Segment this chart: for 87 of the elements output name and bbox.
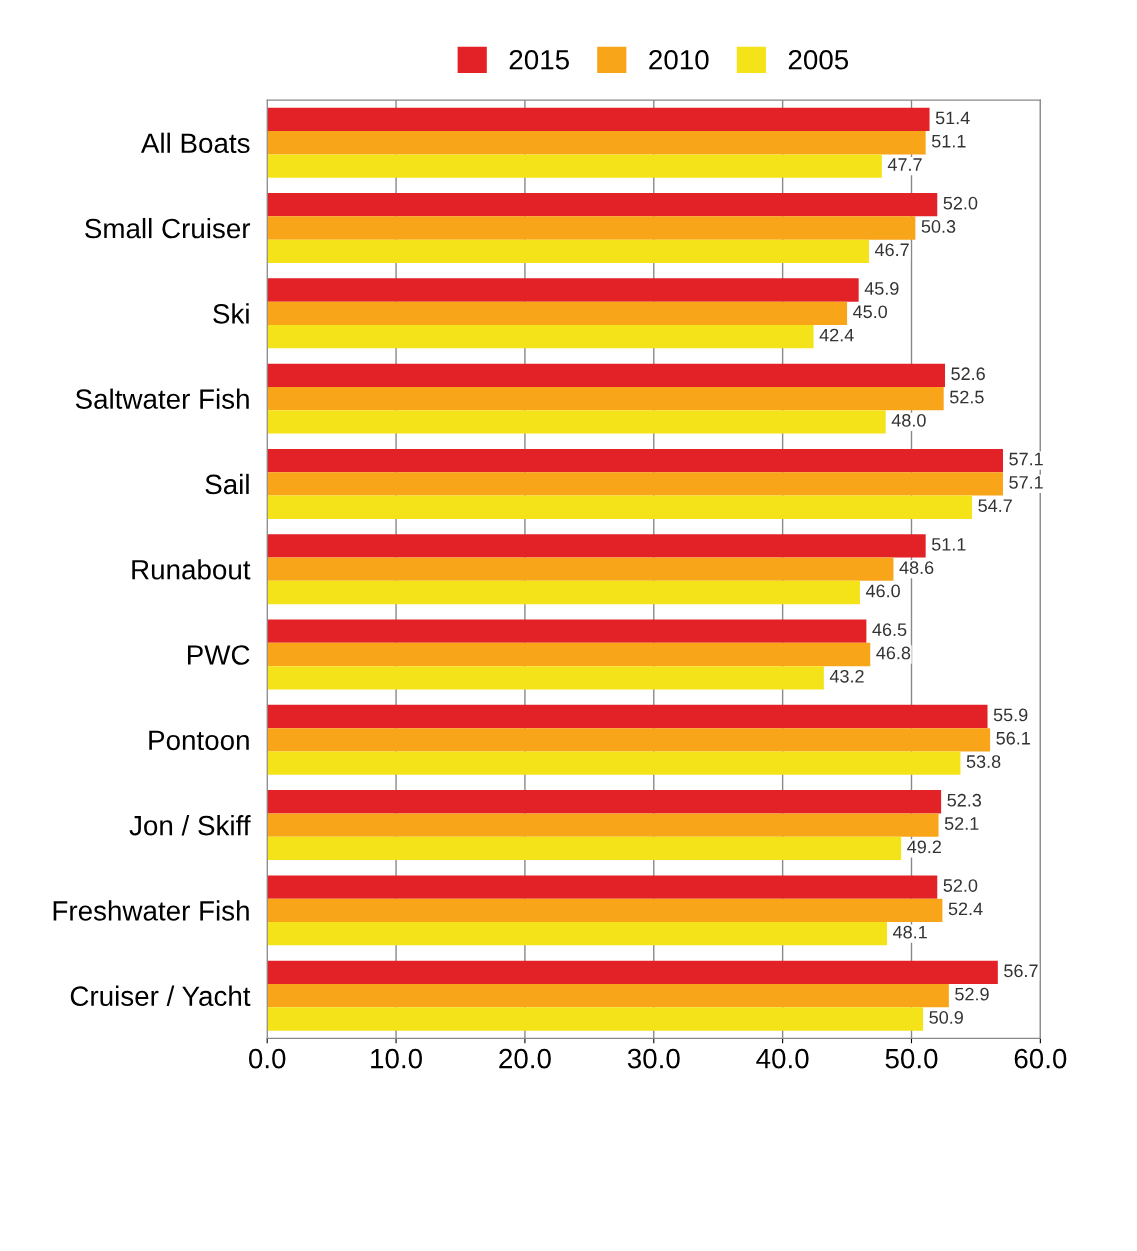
- data-label: 43.2: [829, 669, 864, 683]
- x-tick-label: 40.0: [756, 1048, 809, 1069]
- bar: [267, 386, 944, 411]
- y-tick-label: Jon / Skiff: [129, 815, 251, 836]
- bar: [267, 813, 939, 837]
- bar: [267, 922, 888, 946]
- bar: [267, 154, 882, 178]
- data-label: 45.9: [864, 282, 899, 295]
- data-label: 56.7: [1004, 964, 1038, 978]
- y-tick-label: Cruiser / Yacht: [70, 985, 251, 1007]
- bar: [267, 410, 886, 434]
- data-label: 46.5: [872, 623, 907, 637]
- bar: [267, 301, 848, 325]
- bar: [267, 580, 860, 605]
- y-tick-label: Runabout: [132, 559, 251, 580]
- y-tick-label: Pontoon: [149, 730, 249, 751]
- bar: [267, 239, 869, 263]
- legend-label: 2010: [649, 49, 709, 70]
- data-label: 48.6: [899, 561, 934, 575]
- bar: [267, 324, 814, 349]
- x-tick-label: 20.0: [499, 1048, 551, 1069]
- x-tick-label: 50.0: [885, 1048, 938, 1069]
- bar: [267, 898, 943, 923]
- bar: [267, 642, 871, 667]
- bar: [267, 728, 991, 752]
- data-label: 46.7: [874, 243, 909, 257]
- data-label: 46.0: [865, 584, 900, 598]
- data-label: 52.0: [943, 196, 978, 210]
- data-label: 52.4: [948, 902, 983, 916]
- bar: [267, 751, 961, 775]
- data-label: 52.1: [944, 817, 979, 830]
- x-tick-label: 0.0: [248, 1048, 286, 1069]
- bar: [267, 875, 938, 899]
- data-label: 57.1: [1009, 476, 1043, 489]
- x-tick-label: 30.0: [627, 1048, 680, 1069]
- bar: [267, 534, 926, 558]
- x-tick-label: 60.0: [1014, 1048, 1067, 1069]
- bar: [267, 619, 867, 643]
- data-label: 52.5: [949, 390, 984, 404]
- y-tick-label: All Boats: [140, 132, 250, 154]
- bar: [267, 557, 894, 581]
- data-label: 53.8: [966, 755, 1001, 768]
- y-tick-label: Freshwater Fish: [53, 900, 249, 921]
- data-label: 54.7: [978, 499, 1012, 513]
- bar: [267, 363, 945, 387]
- data-label: 52.9: [955, 987, 989, 1001]
- bar: [267, 1007, 924, 1031]
- bar: [267, 107, 930, 132]
- data-label: 49.2: [907, 840, 941, 854]
- bar: [267, 193, 938, 217]
- legend-label: 2015: [509, 49, 569, 70]
- data-label: 56.1: [996, 731, 1030, 745]
- bar: [267, 472, 1003, 496]
- bar: [267, 448, 1003, 473]
- y-tick-label: Ski: [213, 303, 249, 324]
- data-label: 52.3: [947, 793, 982, 807]
- bar: [267, 984, 949, 1008]
- data-label: 46.8: [876, 646, 911, 660]
- data-label: 55.9: [993, 708, 1028, 722]
- data-label: 51.1: [931, 134, 966, 148]
- bar: [267, 131, 926, 155]
- bar: [267, 960, 998, 985]
- data-label: 57.1: [1009, 452, 1043, 466]
- legend-label: 2005: [788, 49, 849, 70]
- y-tick-label: Sail: [205, 473, 249, 495]
- bar: [267, 836, 902, 861]
- data-label: 52.6: [951, 367, 985, 381]
- data-label: 42.4: [819, 328, 854, 342]
- data-label: 47.7: [887, 158, 922, 171]
- bar: [267, 278, 859, 302]
- y-tick-label: Small Cruiser: [85, 217, 251, 239]
- bar: [267, 790, 942, 814]
- x-tick-label: 10.0: [371, 1048, 422, 1069]
- bar: [267, 495, 973, 519]
- data-label: 50.9: [929, 1011, 963, 1024]
- data-label: 48.1: [892, 925, 927, 939]
- data-label: 52.0: [943, 879, 978, 892]
- data-label: 50.3: [921, 220, 956, 233]
- y-tick-label: Saltwater Fish: [75, 388, 249, 409]
- data-label: 51.1: [931, 538, 966, 551]
- data-label: 45.0: [853, 305, 888, 319]
- y-tick-label: PWC: [188, 645, 250, 665]
- data-label: 48.0: [891, 413, 926, 427]
- bar: [267, 216, 916, 240]
- data-label: 51.4: [935, 111, 970, 125]
- bar: [267, 666, 824, 690]
- bar: [267, 704, 988, 729]
